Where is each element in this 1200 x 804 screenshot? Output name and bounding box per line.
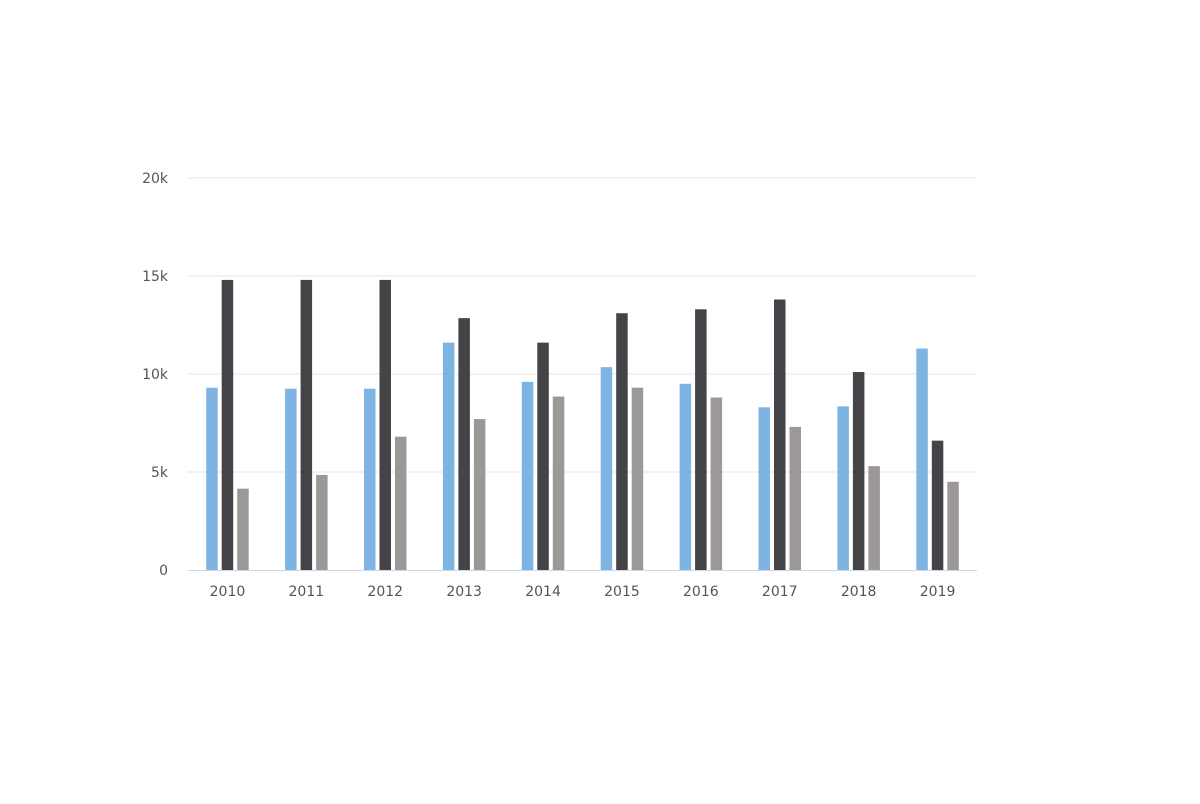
bar-2019-series-1[interactable] — [916, 348, 928, 570]
bar-2015-series-3[interactable] — [631, 387, 644, 570]
bar-2010-series-3[interactable] — [237, 488, 249, 570]
bar-2018-series-2[interactable] — [852, 372, 865, 570]
bar-2019-series-3[interactable] — [947, 481, 959, 570]
x-tick-label: 2014 — [525, 584, 561, 600]
bar-2013-series-2[interactable] — [458, 318, 470, 570]
bar-2012-series-2[interactable] — [379, 279, 392, 570]
x-tick-label: 2013 — [446, 584, 482, 600]
x-tick-label: 2011 — [289, 584, 325, 600]
bar-2012-series-3[interactable] — [395, 436, 407, 570]
bar-2015-series-1[interactable] — [600, 367, 613, 570]
bar-2014-series-2[interactable] — [537, 342, 549, 570]
x-tick-label: 2016 — [683, 584, 719, 600]
bar-2016-series-2[interactable] — [695, 309, 707, 570]
bar-2017-series-2[interactable] — [774, 299, 786, 570]
x-tick-label: 2012 — [367, 584, 403, 600]
bar-2015-series-2[interactable] — [616, 313, 628, 570]
y-tick-label: 10k — [142, 367, 169, 383]
bar-2016-series-1[interactable] — [679, 383, 692, 570]
bar-2014-series-1[interactable] — [521, 381, 534, 570]
x-tick-label: 2019 — [920, 584, 956, 600]
bar-2017-series-3[interactable] — [789, 426, 802, 570]
y-axis-ticks: 0 5k 10k 15k 20k — [142, 171, 169, 579]
bar-2011-series-3[interactable] — [316, 474, 328, 570]
x-tick-label: 2010 — [210, 584, 246, 600]
bar-2019-series-2[interactable] — [931, 440, 944, 570]
bar-2010-series-2[interactable] — [221, 279, 234, 570]
bar-2013-series-3[interactable] — [473, 419, 486, 570]
bar-2012-series-1[interactable] — [364, 388, 376, 570]
bars — [206, 279, 959, 570]
bar-2013-series-1[interactable] — [442, 342, 455, 570]
bar-2018-series-3[interactable] — [868, 466, 880, 570]
bar-2011-series-2[interactable] — [300, 279, 313, 570]
bar-2011-series-1[interactable] — [285, 388, 297, 570]
bar-2017-series-1[interactable] — [758, 407, 771, 570]
bar-2016-series-3[interactable] — [710, 397, 723, 570]
x-tick-label: 2017 — [762, 584, 798, 600]
bar-2010-series-1[interactable] — [206, 387, 218, 570]
x-tick-label: 2015 — [604, 584, 640, 600]
y-tick-label: 15k — [142, 269, 169, 285]
bar-2018-series-1[interactable] — [837, 406, 849, 570]
x-axis-ticks: 2010 2011 2012 2013 2014 2015 2016 2017 2018 2019 — [210, 584, 956, 600]
y-tick-label: 0 — [159, 563, 168, 579]
y-tick-label: 20k — [142, 171, 169, 187]
x-tick-label: 2018 — [841, 584, 877, 600]
y-tick-label: 5k — [151, 465, 169, 481]
bar-2014-series-3[interactable] — [552, 396, 565, 570]
